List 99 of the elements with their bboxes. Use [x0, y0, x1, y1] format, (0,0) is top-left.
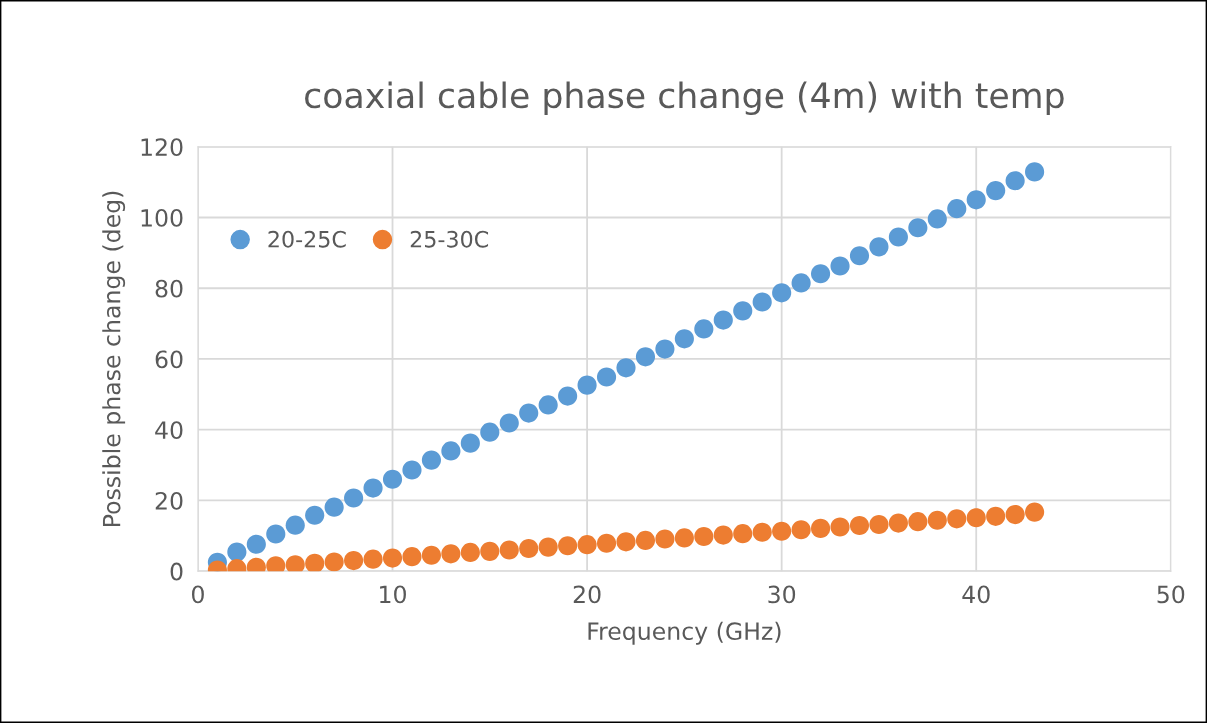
point — [421, 450, 441, 470]
point — [888, 227, 908, 247]
y-axis-title: Possible phase change (deg) — [102, 191, 126, 526]
point — [344, 488, 364, 508]
point — [460, 433, 480, 453]
x-tick-label: 20 — [573, 585, 601, 604]
x-tick-label: 40 — [962, 585, 990, 604]
point — [616, 358, 636, 378]
point — [694, 319, 714, 339]
point — [908, 218, 928, 238]
y-tick-label: 120 — [141, 138, 183, 157]
point — [363, 478, 383, 498]
point — [285, 555, 305, 572]
point — [674, 329, 694, 349]
point — [927, 510, 947, 530]
point — [616, 532, 636, 552]
point — [888, 513, 908, 533]
point — [246, 534, 266, 554]
point — [1025, 502, 1045, 522]
point — [266, 524, 286, 544]
point — [421, 545, 441, 565]
point — [655, 529, 675, 549]
point — [810, 264, 831, 284]
point — [577, 375, 597, 395]
point — [830, 517, 850, 537]
point — [966, 190, 986, 210]
point — [305, 553, 325, 572]
point — [927, 209, 947, 229]
chart-title: coaxial cable phase change (4m) with temp — [305, 81, 1064, 116]
y-tick-label: 20 — [155, 491, 183, 510]
x-tick-label: 30 — [768, 585, 796, 604]
point — [382, 548, 403, 568]
point — [849, 515, 870, 536]
point — [577, 535, 597, 555]
y-tick-label: 40 — [155, 421, 183, 440]
point — [596, 367, 617, 387]
point — [791, 520, 811, 540]
point — [791, 273, 811, 293]
point — [635, 347, 656, 367]
point — [344, 550, 364, 571]
point — [402, 460, 422, 480]
y-tick-label: 100 — [141, 208, 183, 227]
point — [966, 508, 986, 528]
x-tick-label: 50 — [1157, 585, 1185, 604]
x-tick-label: 0 — [191, 585, 204, 604]
point — [499, 540, 519, 560]
point — [830, 256, 850, 276]
y-tick-label: 80 — [155, 279, 183, 298]
point — [772, 283, 792, 303]
point — [538, 537, 558, 557]
y-tick-label: 60 — [155, 350, 183, 369]
point — [713, 525, 733, 545]
point — [1005, 171, 1025, 191]
point — [402, 547, 422, 567]
point — [908, 512, 928, 532]
point — [752, 522, 772, 542]
point — [519, 538, 539, 559]
point — [674, 528, 694, 548]
point — [733, 301, 753, 321]
point — [810, 518, 831, 538]
point — [986, 181, 1006, 201]
point — [655, 339, 675, 359]
y-tick-label: 0 — [170, 562, 183, 581]
point — [733, 524, 753, 544]
point — [947, 509, 967, 529]
point — [869, 237, 889, 257]
point — [713, 310, 733, 330]
point — [1025, 162, 1045, 182]
legend-label: 25-30C — [410, 230, 489, 248]
point — [441, 544, 461, 564]
point — [694, 526, 714, 547]
point — [480, 422, 500, 442]
point — [849, 246, 870, 266]
point — [227, 542, 247, 562]
x-tick-label: 10 — [380, 585, 406, 604]
point — [480, 541, 500, 561]
x-axis-title: Frequency (GHz) — [588, 621, 781, 645]
point — [305, 505, 325, 525]
point — [1005, 505, 1025, 525]
point — [986, 506, 1006, 526]
point — [869, 514, 889, 535]
point — [285, 515, 305, 535]
point — [382, 469, 403, 489]
point — [519, 403, 539, 423]
point — [558, 536, 578, 556]
point — [441, 441, 461, 461]
point — [324, 552, 344, 572]
point — [635, 530, 656, 550]
point — [947, 199, 967, 219]
legend-label: 20-25C — [268, 230, 346, 248]
point — [772, 521, 792, 541]
point — [324, 497, 344, 517]
point — [538, 395, 558, 415]
point — [558, 386, 578, 406]
point — [596, 533, 617, 553]
point — [460, 542, 480, 562]
point — [499, 413, 519, 433]
point — [363, 549, 383, 569]
point — [752, 292, 772, 312]
